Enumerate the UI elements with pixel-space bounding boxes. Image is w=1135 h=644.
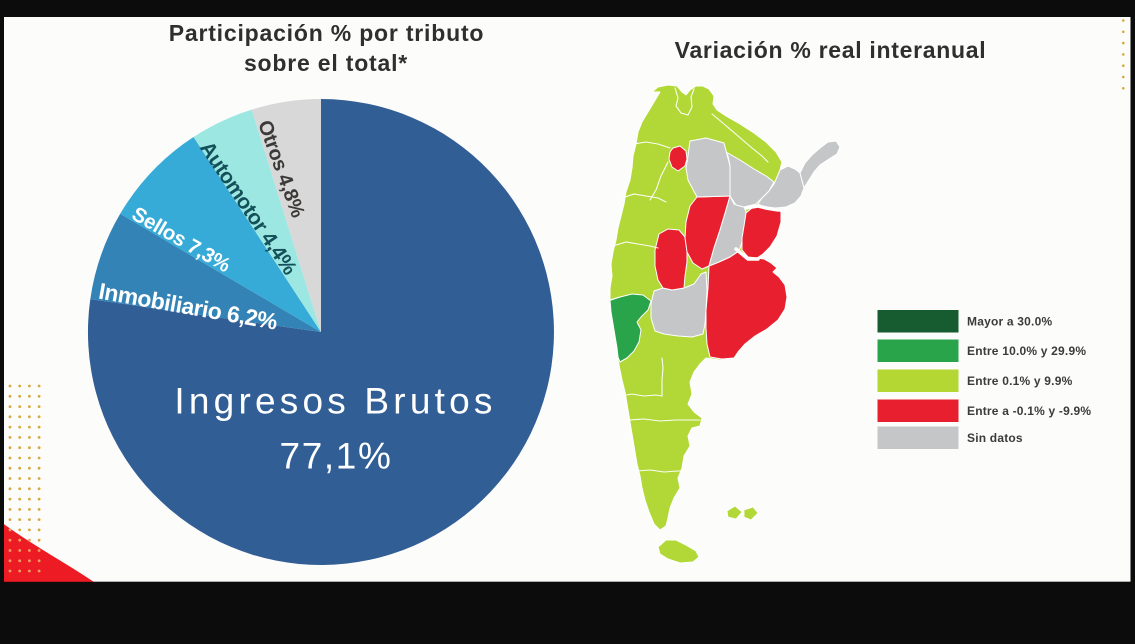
svg-text:Ingresos Brutos: Ingresos Brutos bbox=[174, 381, 496, 422]
svg-text:Variación % real interanual: Variación % real interanual bbox=[675, 37, 987, 63]
svg-text:sobre el total*: sobre el total* bbox=[244, 50, 408, 76]
svg-text:Entre 10.0% y 29.9%: Entre 10.0% y 29.9% bbox=[967, 344, 1086, 358]
svg-text:Participación % por tributo: Participación % por tributo bbox=[169, 20, 485, 46]
svg-text:Mayor a 30.0%: Mayor a 30.0% bbox=[967, 315, 1052, 329]
svg-text:Sin datos: Sin datos bbox=[967, 431, 1023, 445]
svg-text:Entre 0.1% y 9.9%: Entre 0.1% y 9.9% bbox=[967, 374, 1073, 388]
svg-text:Entre a -0.1% y -9.9%: Entre a -0.1% y -9.9% bbox=[967, 404, 1091, 418]
svg-text:77,1%: 77,1% bbox=[280, 436, 393, 477]
